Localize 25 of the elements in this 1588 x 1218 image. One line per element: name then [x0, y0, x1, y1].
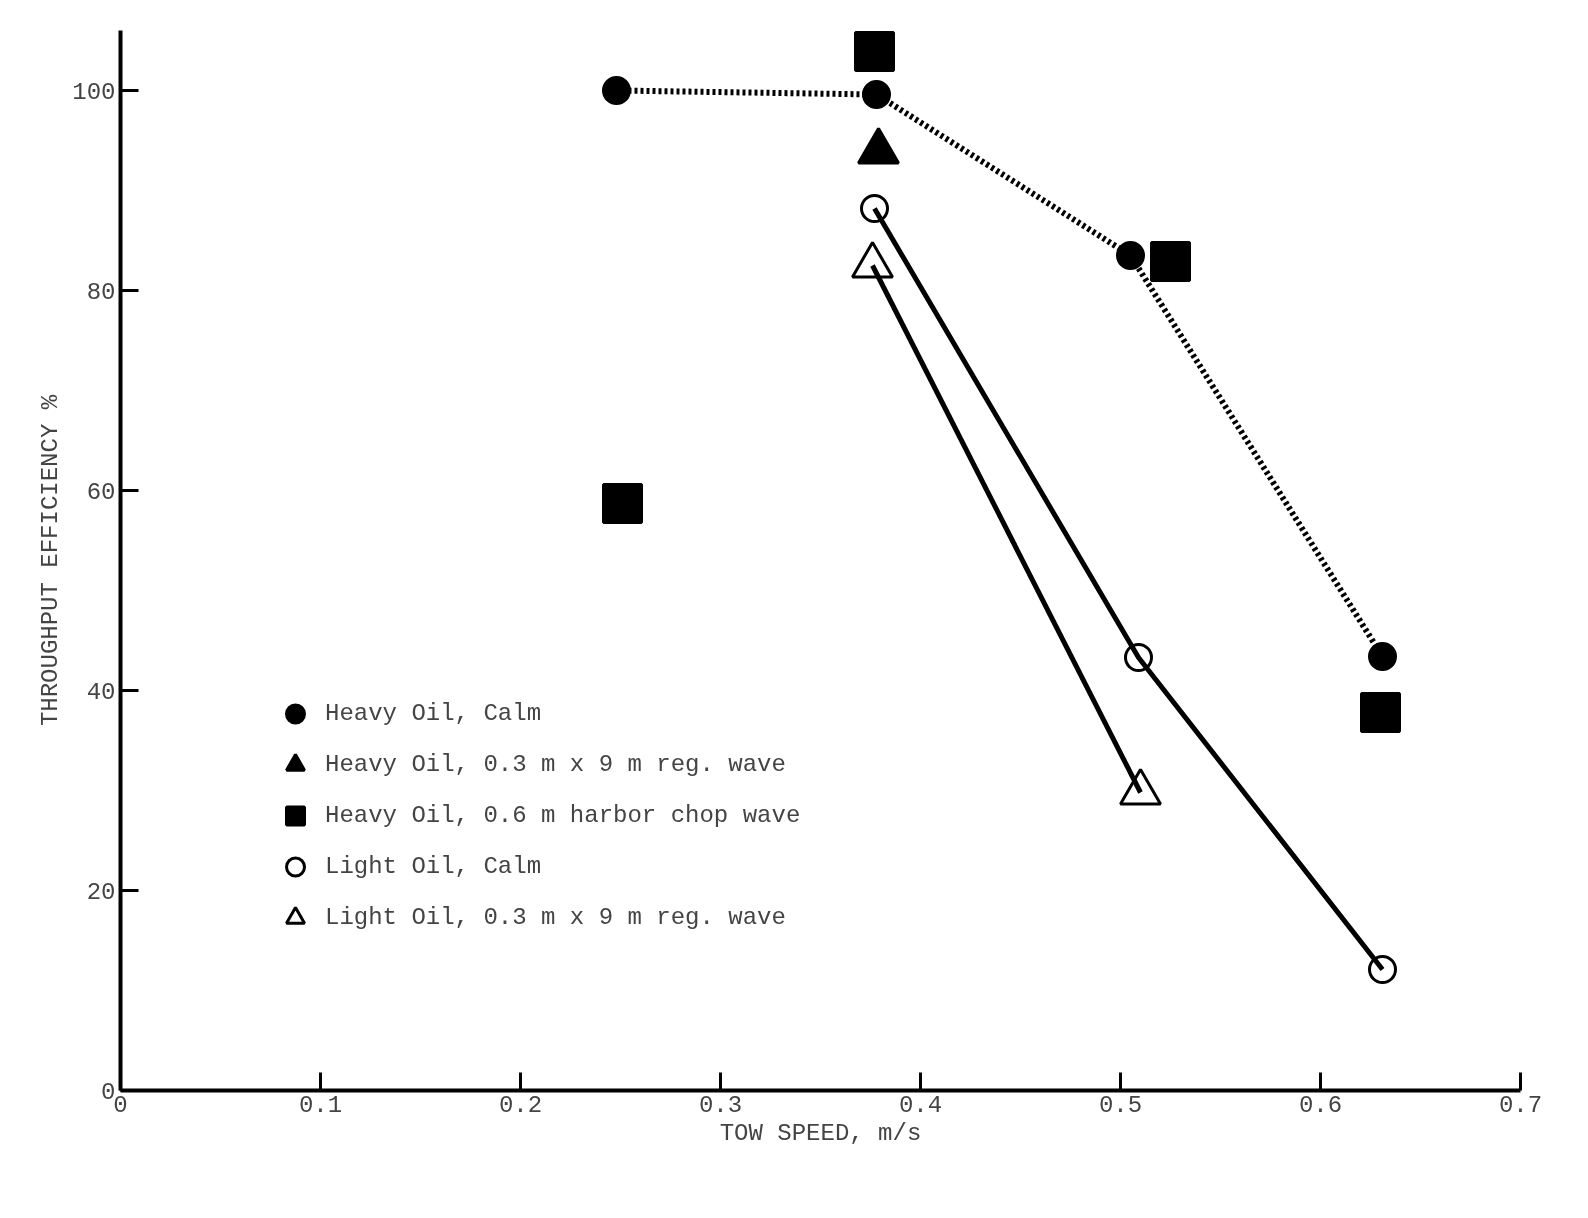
x-tick-label: 0.1: [298, 1091, 343, 1119]
point: [602, 76, 631, 105]
x-tick-label: 0.2: [498, 1091, 543, 1119]
legend-label: Light Oil, Calm: [325, 853, 542, 880]
point: [1368, 642, 1397, 671]
x-tick-label: 0.4: [898, 1091, 943, 1119]
point: [854, 31, 895, 72]
y-axis-title: THROUGHPUT EFFICIENCY %: [37, 394, 65, 727]
point: [602, 483, 643, 524]
x-tick-label: 0.3: [698, 1091, 743, 1119]
x-tick-label: 0.6: [1298, 1091, 1343, 1119]
x-tick-label: 0.7: [1498, 1091, 1543, 1119]
legend-label: Heavy Oil, Calm: [325, 700, 542, 727]
y-tick-label: 100: [72, 78, 116, 106]
legend-label: Heavy Oil, 0.3 m x 9 m reg. wave: [325, 751, 786, 778]
x-axis-title: TOW SPEED, m/s: [719, 1119, 922, 1147]
y-tick-label: 40: [86, 678, 116, 706]
point: [1150, 241, 1191, 282]
x-tick-label: 0.5: [1098, 1091, 1143, 1119]
point: [1360, 692, 1401, 733]
y-tick-label: 80: [86, 278, 116, 306]
y-tick-label: 60: [86, 478, 116, 506]
legend-label: Heavy Oil, 0.6 m harbor chop wave: [325, 802, 801, 829]
y-tick-label: 20: [86, 878, 116, 906]
legend-label: Light Oil, 0.3 m x 9 m reg. wave: [325, 904, 786, 931]
